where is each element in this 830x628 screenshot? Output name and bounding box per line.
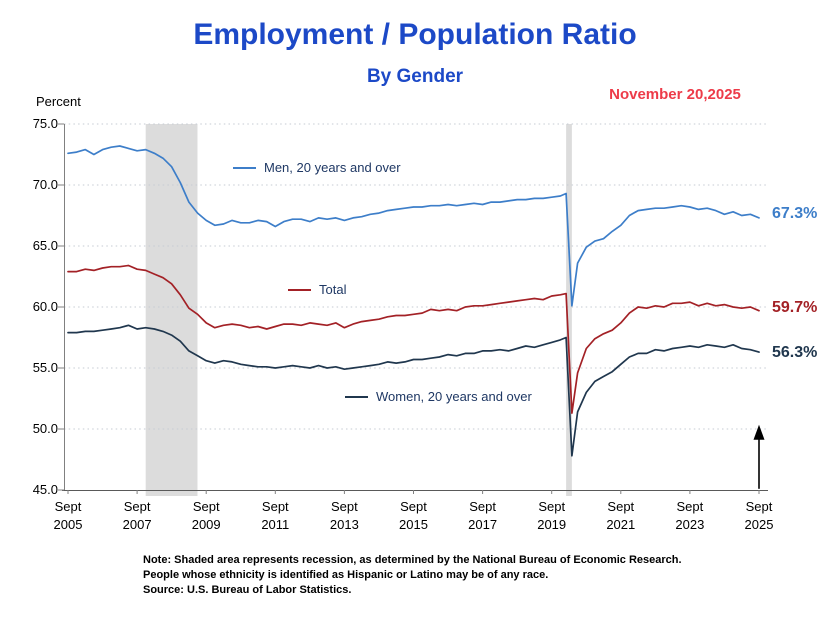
total-line-swatch [288, 288, 311, 291]
x-tick-month: Sept [400, 499, 427, 514]
footnotes: Note: Shaded area represents recession, … [143, 553, 682, 598]
x-tick-month: Sept [676, 499, 704, 514]
x-tick-month: Sept [469, 499, 496, 514]
recession-band [145, 124, 198, 496]
series-line-0 [67, 145, 760, 307]
women-latest-value: 56.3% [772, 344, 818, 361]
x-tick-month: Sept [123, 499, 151, 514]
footnote-recession: Note: Shaded area represents recession, … [143, 554, 682, 566]
men-latest-value: 67.3% [772, 205, 818, 222]
x-tick-year: 2013 [329, 517, 359, 532]
x-tick-year: 2019 [537, 517, 567, 532]
y-tick-label: 45.0 [32, 482, 58, 497]
series-line-2 [67, 324, 760, 457]
total-latest-value: 59.7% [772, 299, 818, 316]
x-tick-year: 2025 [744, 517, 774, 532]
x-tick-month: Sept [192, 499, 220, 514]
x-tick-month: Sept [331, 499, 358, 514]
x-tick-label: Sept 2019 [520, 498, 584, 534]
legend-men: Men, 20 years and over [233, 160, 401, 175]
x-tick-label: Sept 2017 [451, 498, 515, 534]
x-tick-label: Sept 2007 [105, 498, 169, 534]
legend-total: Total [288, 282, 346, 297]
footnote-source: Source: U.S. Bureau of Labor Statistics. [143, 584, 352, 596]
x-tick-year: 2021 [606, 517, 636, 532]
x-tick-year: 2017 [468, 517, 498, 532]
y-tick-label: 75.0 [32, 116, 58, 131]
x-tick-label: Sept 2023 [658, 498, 722, 534]
x-tick-label: Sept 2009 [174, 498, 238, 534]
page-title: Employment / Population Ratio [193, 18, 637, 51]
legend-women: Women, 20 years and over [345, 389, 532, 404]
men-line-swatch [233, 166, 256, 169]
legend-men-label: Men, 20 years and over [264, 160, 401, 175]
x-tick-year: 2007 [122, 517, 152, 532]
legend-women-label: Women, 20 years and over [376, 389, 532, 404]
x-tick-year: 2005 [53, 517, 83, 532]
y-tick-label: 65.0 [32, 238, 58, 253]
x-tick-month: Sept [745, 499, 773, 514]
x-tick-month: Sept [261, 499, 289, 514]
y-tick-label: 70.0 [32, 177, 58, 192]
report-date: November 20,2025 [609, 86, 741, 103]
page-subtitle: By Gender [366, 66, 464, 87]
x-tick-year: 2009 [191, 517, 221, 532]
x-tick-month: Sept [607, 499, 635, 514]
footnote-ethnicity: People whose ethnicity is identified as … [143, 569, 549, 581]
x-tick-label: Sept 2005 [36, 498, 100, 534]
legend-total-label: Total [319, 282, 347, 297]
x-tick-year: 2023 [675, 517, 705, 532]
x-tick-year: 2015 [399, 517, 428, 532]
x-tick-year: 2011 [261, 517, 290, 532]
x-tick-label: Sept 2025 [727, 498, 791, 534]
women-line-swatch [345, 395, 368, 398]
x-tick-month: Sept [538, 499, 566, 514]
x-tick-label: Sept 2011 [243, 498, 307, 534]
x-tick-month: Sept [54, 499, 82, 514]
x-tick-label: Sept 2013 [312, 498, 376, 534]
y-axis-title: Percent [36, 94, 81, 109]
x-tick-label: Sept 2015 [382, 498, 446, 534]
y-tick-label: 50.0 [32, 421, 58, 436]
series-line-1 [67, 264, 760, 414]
y-tick-label: 60.0 [32, 299, 58, 314]
recession-band [566, 124, 572, 496]
y-tick-label: 55.0 [32, 360, 58, 375]
arrowhead-icon [753, 424, 765, 440]
x-tick-label: Sept 2021 [589, 498, 653, 534]
